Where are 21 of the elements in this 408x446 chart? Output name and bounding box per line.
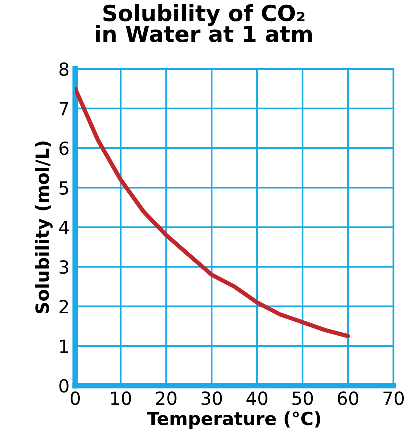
x-tick-label: 0 [70, 392, 80, 406]
x-tick-label: 30 [202, 392, 222, 406]
x-tick-label: 70 [384, 392, 404, 406]
y-tick-label: 0 [60, 379, 69, 393]
y-tick-label: 4 [59, 221, 69, 234]
y-axis-title: Solubility (mol/L) [35, 142, 53, 314]
y-tick-label: 3 [60, 260, 68, 274]
chart-title: Solubility of CO₂ in Water at 1 atm [96, 4, 312, 42]
x-tick-label: 20 [156, 392, 177, 406]
y-tick-label: 8 [60, 62, 69, 76]
x-tick-label: 40 [246, 392, 268, 406]
x-tick-label: 50 [292, 392, 314, 406]
y-tick-label: 6 [60, 142, 69, 156]
x-tick-label: 10 [111, 392, 132, 406]
line-series [75, 86, 350, 338]
y-tick-label: 2 [60, 300, 68, 314]
y-tick-label: 7 [60, 102, 68, 116]
y-tick-label: 5 [60, 182, 68, 195]
x-axis-title: Temperature (°C) [147, 412, 321, 430]
y-tick-label: 1 [60, 340, 68, 354]
x-tick-label: 60 [338, 392, 359, 406]
